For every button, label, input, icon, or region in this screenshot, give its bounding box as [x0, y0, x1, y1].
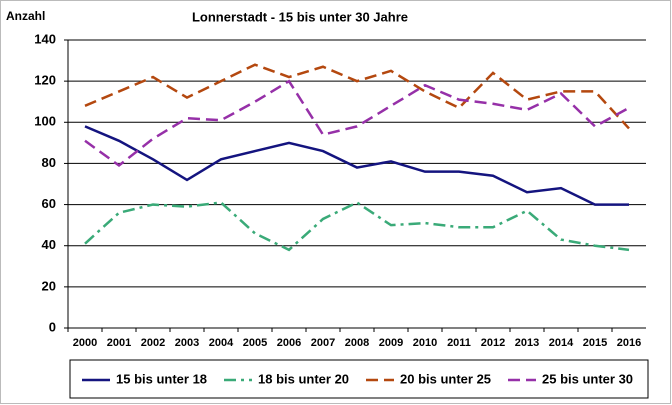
x-tick-label: 2015: [583, 337, 607, 349]
y-tick-label: 80: [42, 155, 56, 170]
x-tick-label: 2007: [311, 337, 335, 349]
y-tick-label: 120: [34, 73, 56, 88]
y-tick-label: 140: [34, 31, 56, 46]
x-tick-label: 2000: [73, 337, 97, 349]
x-tick-label: 2014: [549, 337, 574, 349]
x-tick-label: 2005: [243, 337, 267, 349]
y-tick-label: 0: [49, 319, 56, 334]
chart-title: Lonnerstadt - 15 bis unter 30 Jahre: [192, 9, 408, 24]
x-tick-label: 2002: [141, 337, 165, 349]
legend-label: 25 bis unter 30: [542, 371, 633, 386]
x-tick-label: 2012: [481, 337, 505, 349]
x-tick-label: 2013: [515, 337, 539, 349]
legend-label: 20 bis unter 25: [400, 371, 491, 386]
y-axis-label: Anzahl: [6, 9, 45, 23]
x-tick-label: 2009: [379, 337, 403, 349]
series-line: [84, 201, 630, 252]
series-line: [84, 63, 630, 130]
y-tick-label: 20: [42, 278, 56, 293]
y-tick-label: 40: [42, 237, 56, 252]
legend-label: 18 bis unter 20: [258, 371, 349, 386]
y-tick-label: 100: [34, 114, 56, 129]
x-tick-label: 2003: [175, 337, 199, 349]
y-tick-label: 60: [42, 196, 56, 211]
x-tick-label: 2008: [345, 337, 369, 349]
series-line: [84, 79, 630, 168]
x-tick-label: 2006: [277, 337, 301, 349]
x-tick-label: 2016: [617, 337, 641, 349]
x-tick-label: 2011: [447, 337, 471, 349]
x-tick-label: 2010: [413, 337, 437, 349]
legend-label: 15 bis unter 18: [116, 371, 207, 386]
legend-box: [69, 359, 649, 399]
series-line: [84, 125, 629, 206]
x-tick-label: 2004: [209, 337, 234, 349]
x-tick-label: 2001: [107, 337, 131, 349]
